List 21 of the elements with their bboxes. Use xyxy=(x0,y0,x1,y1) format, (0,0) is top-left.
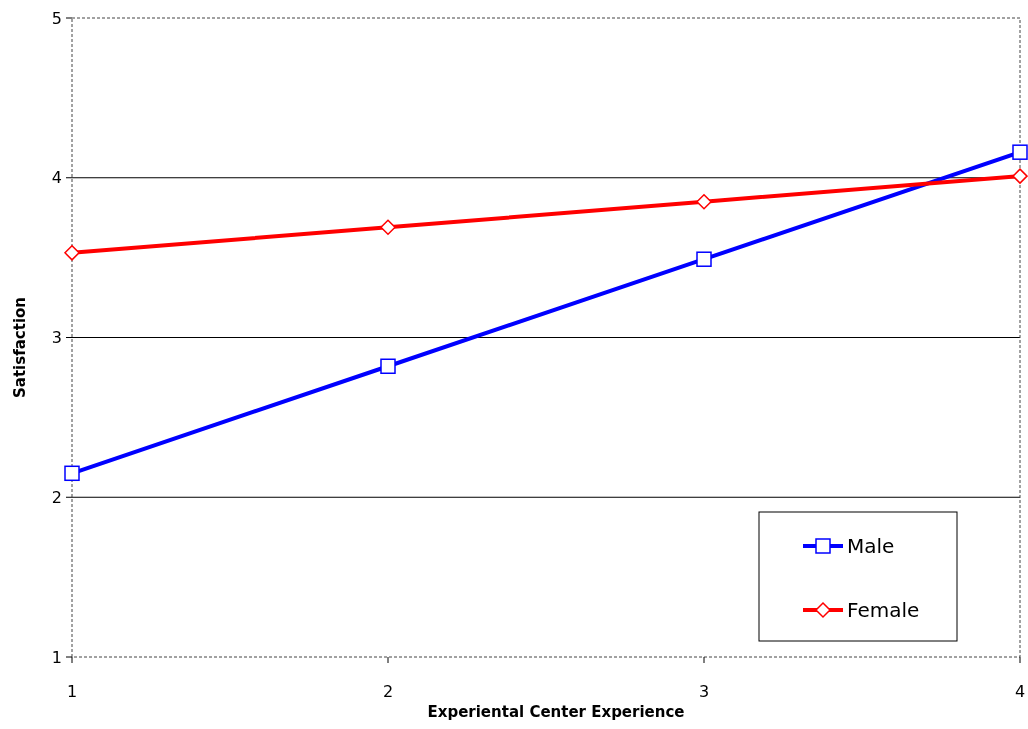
point xyxy=(380,358,396,375)
point xyxy=(64,465,80,482)
point xyxy=(64,245,80,261)
x-tick-label: 3 xyxy=(698,682,710,701)
y-tick-label: 5 xyxy=(51,8,62,28)
point xyxy=(380,219,396,236)
legend-label: Female xyxy=(847,598,920,622)
y-axis-title: Satisfaction xyxy=(11,296,29,399)
x-tick-label: 4 xyxy=(1014,682,1026,701)
point xyxy=(1012,144,1028,160)
point xyxy=(1012,168,1028,184)
x-axis-title: Experiental Center Experience xyxy=(427,703,685,721)
point xyxy=(696,193,712,210)
x-tick-label: 1 xyxy=(66,682,78,701)
y-tick-label: 2 xyxy=(51,487,62,507)
legend-label: Male xyxy=(847,534,895,558)
y-tick-label: 1 xyxy=(51,647,62,667)
x-tick-label: 2 xyxy=(382,682,394,701)
y-tick-label: 4 xyxy=(51,168,62,188)
point xyxy=(696,251,712,267)
y-tick-label: 3 xyxy=(51,328,62,348)
